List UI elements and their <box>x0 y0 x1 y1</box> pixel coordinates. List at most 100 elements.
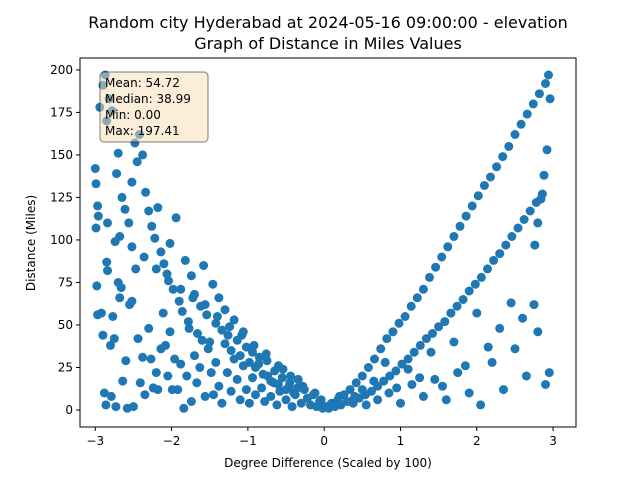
data-point <box>367 386 376 396</box>
data-point <box>115 293 125 303</box>
data-point <box>248 373 257 383</box>
data-point <box>135 378 145 388</box>
data-point <box>150 233 160 243</box>
data-point <box>153 203 163 213</box>
data-point <box>102 257 112 267</box>
data-point <box>108 312 118 321</box>
data-point <box>115 232 125 241</box>
x-axis-ticks: −3 −2 −1 0 1 2 3 <box>86 427 557 448</box>
x-axis-label: Degree Difference (Scaled by 100) <box>224 456 432 470</box>
data-point <box>254 352 264 362</box>
data-point <box>120 204 130 214</box>
data-point <box>504 141 514 151</box>
data-point <box>159 259 169 269</box>
data-point <box>116 283 126 293</box>
y-tick-label: 200 <box>50 63 73 77</box>
data-point <box>235 351 245 361</box>
data-point <box>91 223 101 233</box>
data-point <box>226 386 236 396</box>
stats-max: Max: 197.41 <box>105 124 180 138</box>
data-point <box>132 157 142 167</box>
data-point <box>182 371 192 381</box>
data-point <box>141 187 151 197</box>
data-point <box>544 368 554 378</box>
data-point <box>211 318 221 328</box>
data-point <box>293 374 303 384</box>
data-point <box>214 293 224 303</box>
data-point <box>510 130 520 139</box>
data-point <box>101 400 111 410</box>
data-point <box>334 391 344 401</box>
data-point <box>147 221 157 231</box>
data-point <box>495 249 505 259</box>
data-point <box>544 70 553 80</box>
data-point <box>453 368 463 378</box>
data-point <box>158 308 168 318</box>
y-tick-label: 175 <box>50 105 73 119</box>
data-point <box>403 354 413 364</box>
data-point <box>251 363 260 372</box>
data-point <box>483 342 493 352</box>
data-point <box>370 354 379 364</box>
data-point <box>162 269 172 279</box>
data-point <box>415 340 425 350</box>
data-point <box>96 308 106 318</box>
data-point <box>412 293 422 303</box>
data-point <box>506 298 516 308</box>
data-point <box>281 395 291 405</box>
data-point <box>281 385 291 395</box>
data-point <box>464 388 474 398</box>
data-point <box>388 327 398 337</box>
data-point <box>316 395 326 405</box>
data-point <box>492 162 502 172</box>
data-point <box>460 361 470 371</box>
data-point <box>200 300 210 310</box>
data-point <box>379 376 389 386</box>
data-point <box>421 334 431 344</box>
data-point <box>431 262 441 272</box>
data-point <box>151 368 161 378</box>
data-point <box>467 201 477 211</box>
data-point <box>409 347 419 357</box>
data-point <box>173 385 183 395</box>
data-point <box>106 391 116 401</box>
data-point <box>164 276 173 286</box>
data-point <box>373 395 383 405</box>
data-point <box>530 240 540 250</box>
data-point <box>261 349 271 359</box>
x-tick-label: 0 <box>320 434 328 448</box>
data-point <box>489 255 499 265</box>
data-point <box>476 272 486 282</box>
data-point <box>285 378 295 388</box>
data-point <box>103 218 112 228</box>
data-point <box>486 172 495 182</box>
data-point <box>510 344 520 354</box>
data-point <box>98 330 108 340</box>
data-point <box>237 330 247 340</box>
data-point <box>262 356 272 366</box>
data-point <box>211 357 221 367</box>
data-point <box>144 206 154 216</box>
data-point <box>426 347 436 357</box>
y-tick-label: 150 <box>50 148 73 162</box>
data-point <box>440 317 450 327</box>
x-tick-label: 3 <box>549 434 557 448</box>
x-tick-label: −3 <box>86 434 104 448</box>
data-point <box>495 323 505 333</box>
data-point <box>266 391 276 401</box>
data-point <box>406 301 416 311</box>
data-point <box>470 279 480 289</box>
data-point <box>446 308 456 318</box>
data-point <box>127 177 137 187</box>
y-axis-label: Distance (Miles) <box>24 195 38 291</box>
data-point <box>202 310 212 320</box>
data-point <box>528 99 538 109</box>
chart-subtitle: Graph of Distance in Miles Values <box>194 34 462 53</box>
stats-mean: Mean: 54.72 <box>105 76 180 90</box>
data-point <box>217 325 227 335</box>
data-point <box>229 315 239 325</box>
data-point <box>170 354 180 364</box>
data-point <box>139 252 149 262</box>
data-point <box>391 366 401 376</box>
